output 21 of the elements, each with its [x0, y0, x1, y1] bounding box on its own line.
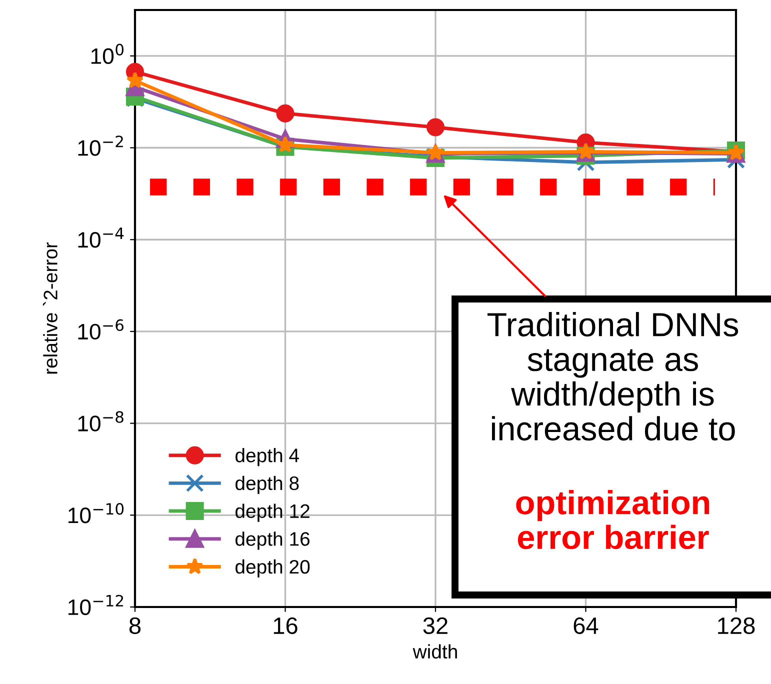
x-tick-label: 16	[274, 617, 298, 634]
y-tick-label: 10$^{0}$	[91, 44, 124, 64]
legend-label: depth 8	[236, 476, 299, 494]
x-axis-title: width	[412, 644, 457, 659]
x-tick-label: 64	[574, 617, 598, 634]
y-tick-label: 10$^{−10}$	[68, 502, 124, 524]
y-tick-label: 10$^{−6}$	[78, 319, 124, 340]
legend-label: depth 16	[236, 532, 310, 550]
y-tick-label: 10$^{−2}$	[78, 136, 123, 156]
x-tick-label: 32	[423, 617, 448, 634]
y-tick-label: 10$^{−12}$	[68, 594, 124, 616]
annotation: optimization error barrier	[516, 490, 710, 550]
y-axis-title: relative `2-error	[42, 242, 58, 374]
y-tick-label: 10$^{−4}$	[78, 228, 124, 248]
legend-label: depth 12	[236, 504, 310, 522]
annotation: Traditional DNNs stagnate as width/depth is increased due to	[487, 312, 738, 441]
legend-label: depth 4	[236, 448, 299, 466]
x-tick-label: 8	[129, 617, 141, 634]
legend-label: depth 20	[236, 559, 310, 578]
x-tick-label: 128	[718, 617, 755, 634]
y-tick-label: 10$^{−8}$	[78, 411, 124, 432]
